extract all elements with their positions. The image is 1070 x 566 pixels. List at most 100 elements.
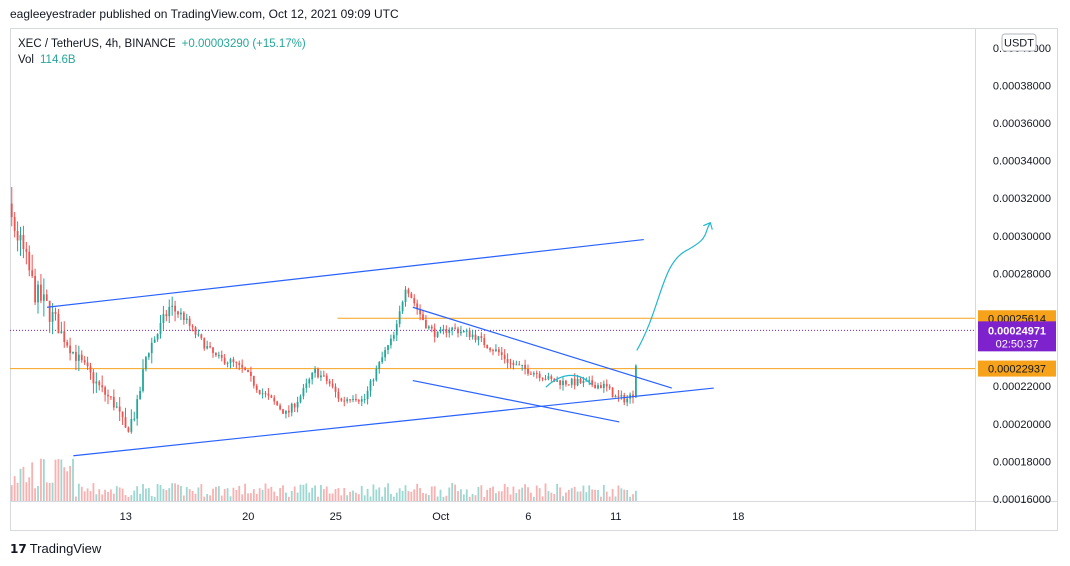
candle <box>357 398 360 405</box>
price-chart[interactable]: 0.00016000 0.00018000 0.00020000 0.00022000… <box>10 28 1058 531</box>
volume-bar <box>483 496 486 501</box>
candle-body <box>314 368 316 373</box>
candle <box>328 378 331 387</box>
candle-body <box>585 380 588 382</box>
candle <box>287 405 290 418</box>
candle <box>174 300 176 322</box>
candle <box>45 289 48 302</box>
candle-body <box>57 313 60 334</box>
candle-body <box>51 311 54 322</box>
candle-body <box>13 217 16 231</box>
candle <box>527 364 529 376</box>
candle <box>346 397 349 404</box>
y-tick-label: 0.00034000 <box>993 156 1051 168</box>
candle-body <box>255 385 258 391</box>
time-axis[interactable]: 6132025Oct61118 <box>10 511 745 523</box>
candle <box>75 344 77 371</box>
volume-bar <box>401 490 404 501</box>
candle <box>471 329 474 340</box>
volume-bar <box>215 486 217 501</box>
candle <box>562 377 564 391</box>
x-tick-label: 13 <box>120 511 132 523</box>
candle-body <box>19 234 22 241</box>
candle <box>550 374 553 382</box>
candle <box>145 355 147 372</box>
footer-brand[interactable]: 17 TradingView <box>10 541 101 556</box>
volume-bar <box>366 488 369 501</box>
candle <box>535 370 538 379</box>
candle-body <box>398 311 401 324</box>
volume-bar <box>34 488 36 501</box>
candle <box>54 307 57 321</box>
candle-body <box>465 330 468 332</box>
symbol-label[interactable]: XEC / TetherUS, 4h, BINANCE <box>18 38 176 50</box>
candle <box>37 280 39 314</box>
candle <box>302 384 305 400</box>
candle <box>369 379 372 397</box>
candle-body <box>322 375 325 377</box>
candle <box>477 336 480 346</box>
candle <box>352 395 354 403</box>
volume-bar <box>410 491 413 501</box>
candle-body <box>215 352 217 356</box>
candle-body <box>252 375 255 386</box>
volume-bar <box>369 496 372 501</box>
candle-body <box>212 347 214 353</box>
candle <box>360 395 363 407</box>
candle-body <box>188 318 191 326</box>
candle-body <box>203 338 206 349</box>
volume-bar <box>553 493 556 501</box>
candle-body <box>273 397 276 402</box>
volume-bar <box>422 492 424 501</box>
y-tick-label: 0.00036000 <box>993 118 1051 130</box>
candle-body <box>355 398 357 401</box>
candle <box>474 330 477 343</box>
volume-bar <box>451 483 454 501</box>
candle-body <box>506 359 509 363</box>
candle <box>107 389 109 405</box>
volume-bar <box>448 487 451 501</box>
candle <box>427 325 430 330</box>
candle <box>115 402 118 409</box>
candle <box>579 377 582 384</box>
volume-bar <box>209 495 211 501</box>
candle-body <box>532 373 535 375</box>
volume-bar <box>19 468 22 501</box>
candle-body <box>334 386 337 392</box>
price-axis[interactable]: 0.00016000 0.00018000 0.00020000 0.00022000… <box>993 43 1051 506</box>
trend-lines <box>46 238 714 457</box>
candle <box>468 327 471 341</box>
level-price-value: 0.00022937 <box>988 364 1046 376</box>
volume-bar <box>334 489 337 501</box>
volume-value: 114.6B <box>40 54 76 66</box>
volume-label[interactable]: Vol <box>18 54 34 66</box>
candle-body <box>445 329 448 333</box>
candle-body <box>40 284 42 301</box>
volume-bar <box>579 491 582 501</box>
x-tick-label: 6 <box>525 511 531 523</box>
candle-body <box>118 406 121 412</box>
candle <box>124 407 127 428</box>
candle-body <box>86 362 89 367</box>
candle <box>162 305 165 330</box>
candle-body <box>34 275 36 303</box>
candle-body <box>317 368 319 378</box>
candle <box>322 370 325 377</box>
candle-body <box>372 380 375 382</box>
candle <box>150 337 153 364</box>
candle <box>538 371 541 382</box>
volume-bar <box>360 486 363 501</box>
candle-body <box>267 393 270 396</box>
candle <box>462 330 465 333</box>
volume-bar <box>130 495 133 501</box>
candle-body <box>258 390 261 395</box>
candle <box>191 324 194 332</box>
candle-body <box>308 379 311 384</box>
candle <box>495 344 497 353</box>
candle <box>530 371 532 375</box>
volume-bar <box>532 496 535 501</box>
candle <box>185 313 188 324</box>
candle <box>66 339 69 348</box>
candle <box>57 308 60 334</box>
currency-badge[interactable]: USDT <box>1001 33 1037 52</box>
